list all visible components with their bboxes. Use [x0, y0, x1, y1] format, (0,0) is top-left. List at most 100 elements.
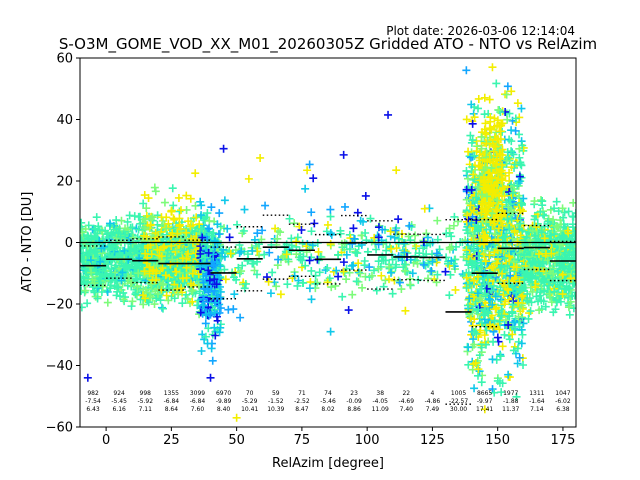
data-point	[485, 95, 494, 104]
data-point	[314, 247, 323, 256]
data-point	[504, 285, 513, 294]
data-point	[486, 117, 495, 126]
data-point	[537, 196, 546, 205]
data-point	[175, 222, 184, 231]
data-point	[500, 330, 509, 339]
bin-mean-label: -5.92	[137, 398, 153, 405]
data-point	[162, 224, 171, 233]
data-point	[87, 268, 96, 277]
data-point	[344, 306, 353, 315]
data-point	[230, 290, 239, 299]
outlier-point	[256, 153, 265, 162]
data-point	[205, 216, 214, 225]
bin-std-label: 7.40	[400, 406, 414, 413]
data-point	[118, 279, 127, 288]
data-point	[486, 174, 495, 183]
data-point	[467, 218, 476, 227]
data-point	[106, 284, 115, 293]
data-point	[155, 231, 164, 240]
data-point	[152, 237, 161, 246]
data-point	[349, 261, 358, 270]
data-point	[97, 287, 106, 296]
data-point	[340, 268, 349, 277]
data-point	[540, 211, 549, 220]
data-point	[558, 204, 567, 213]
data-point	[565, 310, 574, 319]
data-point	[463, 211, 472, 220]
data-point	[428, 257, 437, 266]
data-point	[340, 202, 349, 211]
bin-std-label: 11.37	[502, 406, 519, 413]
data-point	[473, 289, 482, 298]
data-point	[495, 317, 504, 326]
data-point	[479, 166, 488, 175]
bin-std-label: 6.16	[112, 406, 126, 413]
bin-std-label: 10.41	[241, 406, 258, 413]
data-point	[105, 219, 114, 228]
data-point	[514, 298, 523, 307]
data-point	[513, 255, 522, 264]
data-point	[153, 211, 162, 220]
data-point	[271, 224, 280, 233]
data-point	[182, 263, 191, 272]
data-point	[125, 263, 134, 272]
data-point	[356, 269, 365, 278]
data-point	[282, 250, 291, 259]
data-point	[470, 151, 479, 160]
data-point	[560, 248, 569, 257]
data-point	[205, 276, 214, 285]
data-point	[483, 286, 492, 295]
bin-count-label: 998	[140, 390, 152, 397]
data-point	[266, 289, 275, 298]
data-point	[556, 226, 565, 235]
bin-count-label: 74	[324, 390, 332, 397]
data-point	[473, 272, 482, 281]
data-point	[513, 359, 522, 368]
data-point	[549, 278, 558, 287]
data-point	[563, 229, 572, 238]
bin-mean-label: -4.86	[425, 398, 441, 405]
data-point	[420, 204, 429, 213]
data-point	[479, 311, 488, 320]
data-point	[446, 270, 455, 279]
data-point	[471, 261, 480, 270]
data-point	[202, 271, 211, 280]
y-tick-label: −40	[46, 359, 73, 374]
data-point	[479, 205, 488, 214]
bin-mean-label: -1.64	[529, 398, 545, 405]
data-point	[121, 230, 130, 239]
data-point	[532, 292, 541, 301]
data-point	[463, 237, 472, 246]
data-point	[480, 214, 489, 223]
data-point	[465, 280, 474, 289]
data-point	[134, 225, 143, 234]
data-point	[158, 264, 167, 273]
data-point	[482, 210, 491, 219]
data-point	[552, 295, 561, 304]
data-point	[507, 87, 516, 96]
data-point	[394, 276, 403, 285]
x-tick-label: 25	[163, 433, 180, 448]
data-point	[534, 258, 543, 267]
bin-std-label: 6.43	[86, 406, 100, 413]
data-point	[108, 275, 117, 284]
data-point	[156, 257, 165, 266]
data-point	[254, 240, 263, 249]
data-point	[215, 328, 224, 337]
data-point	[491, 205, 500, 214]
data-point	[94, 222, 103, 231]
data-point	[294, 276, 303, 285]
data-point	[374, 240, 383, 249]
data-point	[507, 215, 516, 224]
data-point	[153, 245, 162, 254]
data-point	[442, 229, 451, 238]
data-point	[543, 217, 552, 226]
data-point	[394, 215, 403, 224]
bin-count-label: 59	[272, 390, 280, 397]
data-point	[475, 156, 484, 165]
data-point	[387, 268, 396, 277]
data-point	[125, 211, 134, 220]
data-point	[173, 229, 182, 238]
data-point	[464, 343, 473, 352]
data-point	[127, 302, 136, 311]
